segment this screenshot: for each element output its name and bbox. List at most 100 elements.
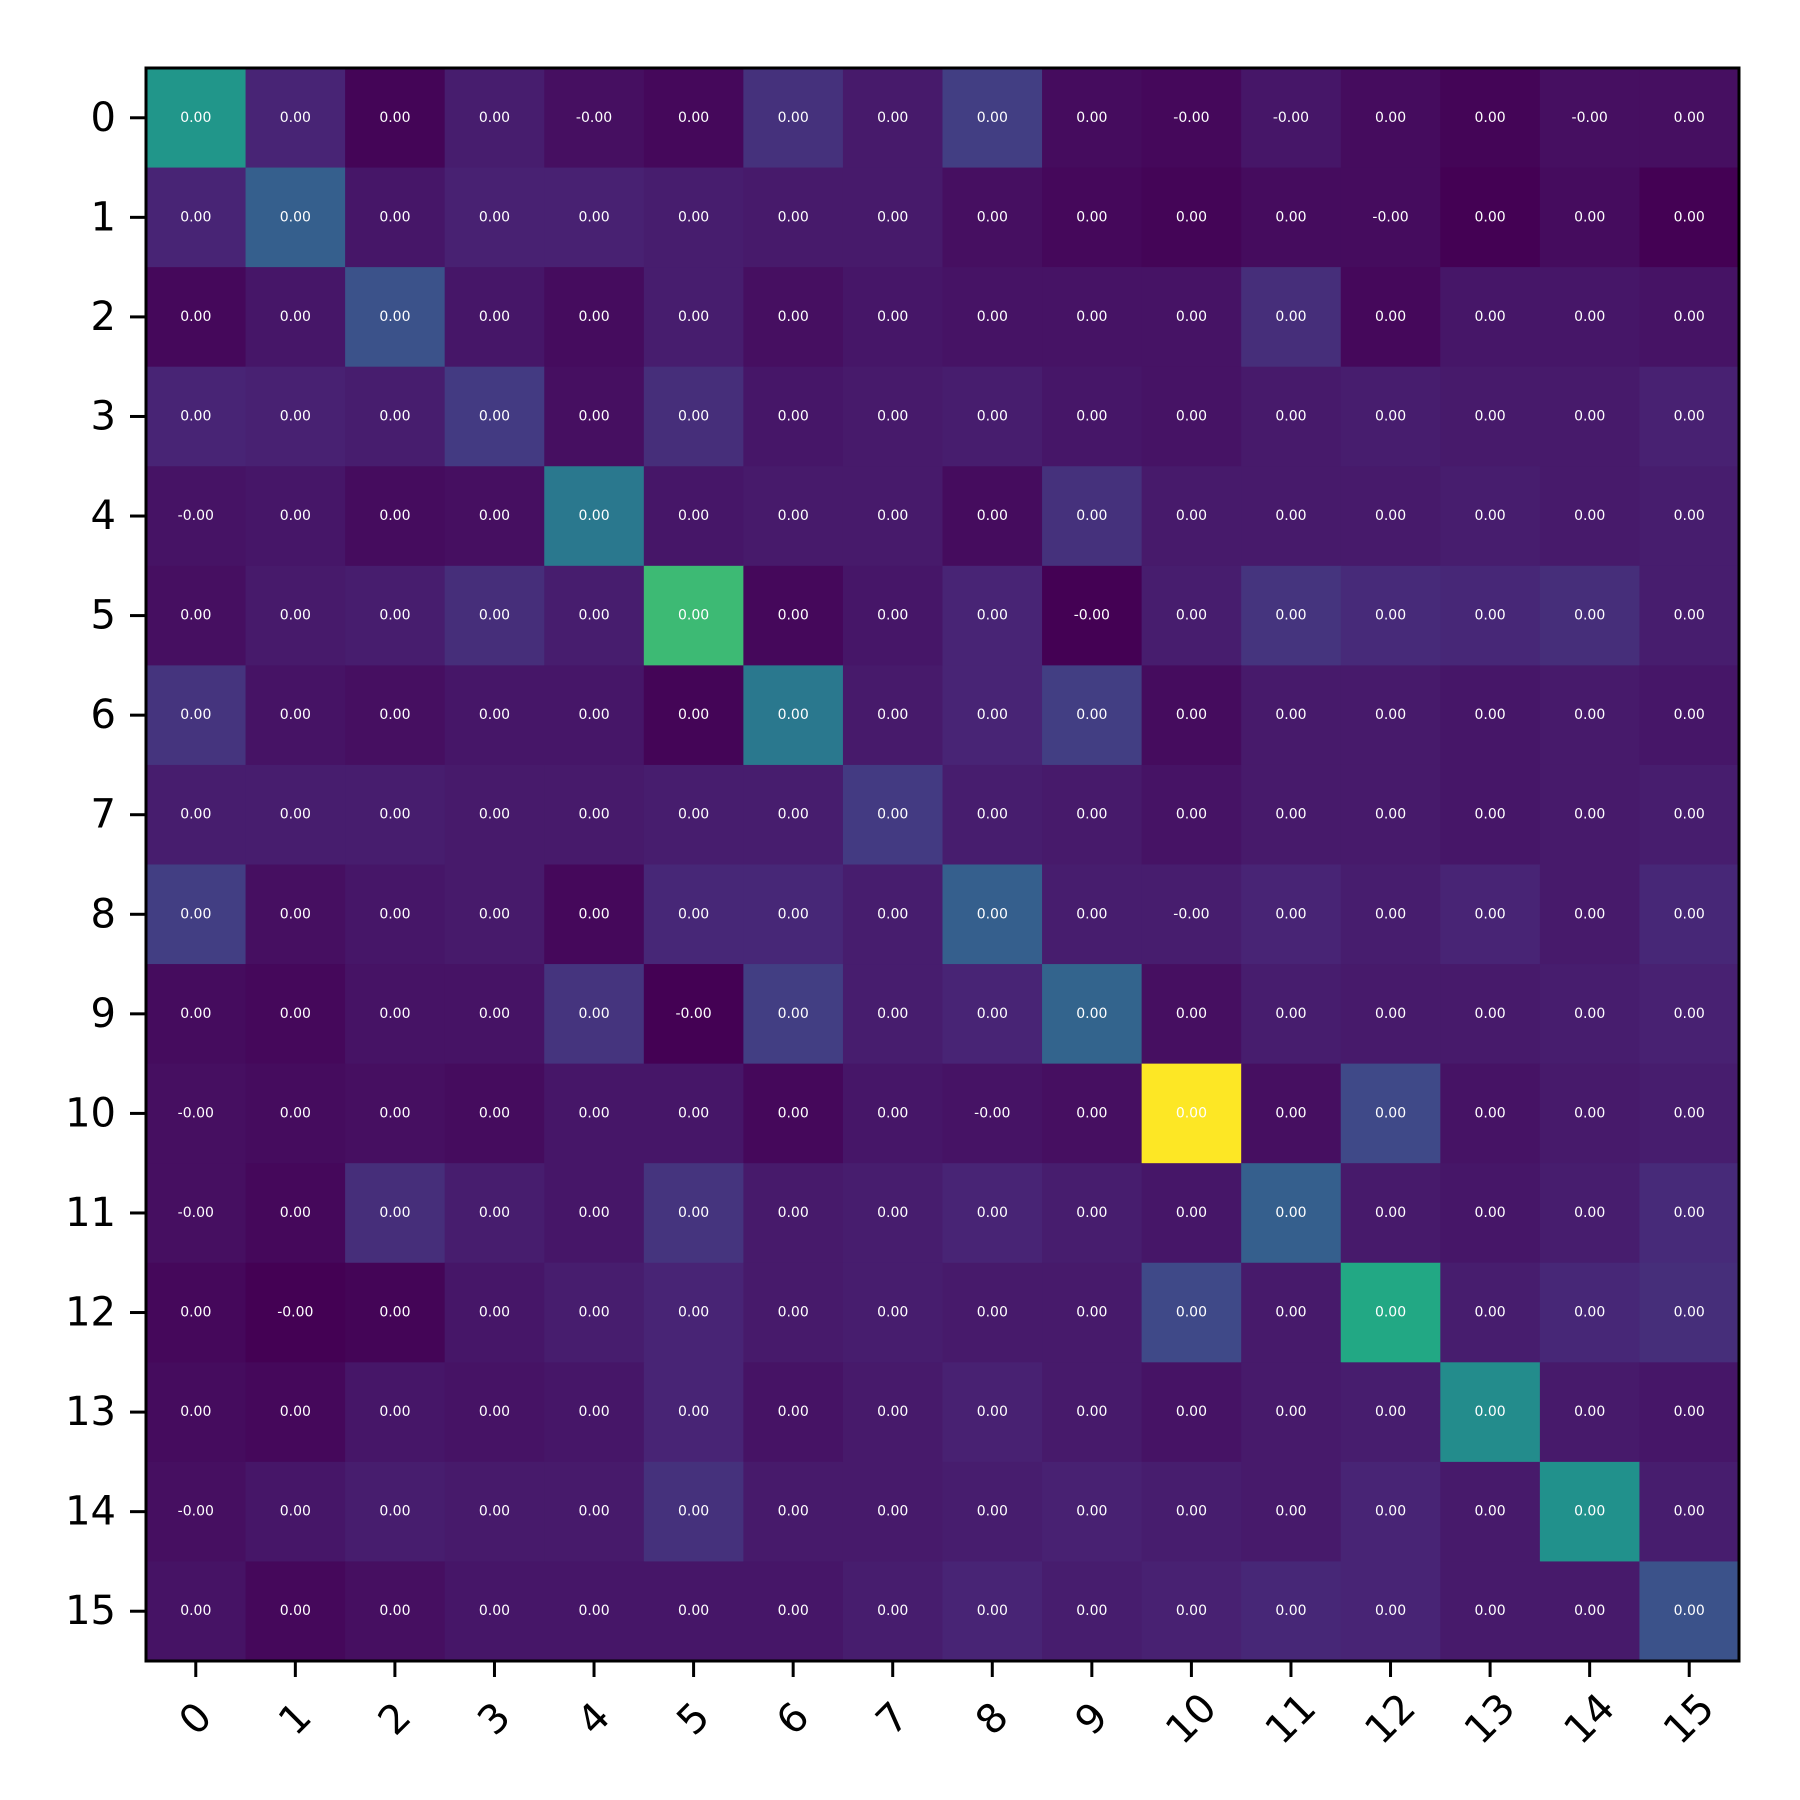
heatmap-cell-r8-c3: [444, 864, 545, 965]
heatmap-cell-r14-c5: [643, 1461, 744, 1563]
heatmap-cell-r12-c11: [1241, 1262, 1342, 1363]
cell-value-label: 0.00: [578, 707, 609, 723]
heatmap-cell-r7-c1: [245, 764, 346, 866]
cell-value-label: 0.00: [778, 608, 809, 624]
cell-value-label: -0.00: [1173, 110, 1209, 126]
heatmap-cell-r13-c10: [1141, 1362, 1242, 1463]
cell-value-label: 0.00: [678, 309, 709, 325]
cell-value-label: 0.00: [1674, 807, 1705, 823]
cell-value-label: 0.00: [678, 408, 709, 424]
heatmap-cell-r1-c6: [743, 167, 844, 268]
heatmap-cell-r15-c14: [1539, 1561, 1641, 1662]
heatmap-cell-r4-c6: [743, 466, 844, 567]
cell-value-label: 0.00: [1475, 408, 1506, 424]
heatmap-cell-r0-c6: [743, 68, 844, 169]
heatmap-cell-r13-c8: [942, 1362, 1043, 1463]
cell-value-label: 0.00: [1475, 707, 1506, 723]
cell-value-label: 0.00: [1674, 1105, 1705, 1121]
heatmap-cell-r7-c9: [1042, 764, 1143, 866]
heatmap-cell-r11-c1: [245, 1163, 346, 1264]
heatmap-cell-r4-c7: [842, 466, 944, 567]
heatmap-cell-r5-c15: [1639, 565, 1740, 666]
cell-value-label: 0.00: [578, 1603, 609, 1619]
cell-value-label: 0.00: [1375, 408, 1406, 424]
heatmap-cell-r2-c0: [146, 267, 247, 368]
cell-value-label: 0.00: [1475, 209, 1506, 225]
heatmap-cell-r9-c15: [1639, 964, 1740, 1065]
heatmap-cell-r10-c15: [1639, 1063, 1740, 1164]
heatmap-cell-r13-c3: [444, 1362, 545, 1463]
cell-value-label: -0.00: [1372, 209, 1408, 225]
cell-value-label: 0.00: [678, 1603, 709, 1619]
cell-value-label: 0.00: [977, 1006, 1008, 1022]
cell-value-label: 0.00: [1375, 1006, 1406, 1022]
cell-value-label: 0.00: [778, 1105, 809, 1121]
cell-value-label: 0.00: [280, 608, 311, 624]
x-tick-label: 3: [469, 1694, 520, 1745]
heatmap-cell-r6-c3: [444, 665, 545, 766]
cell-value-label: 0.00: [280, 1205, 311, 1221]
cell-value-label: 0.00: [379, 1006, 410, 1022]
cell-value-label: 0.00: [1674, 1305, 1705, 1321]
cell-value-label: -0.00: [1273, 110, 1309, 126]
cell-value-label: 0.00: [877, 309, 908, 325]
cell-value-label: 0.00: [1275, 906, 1306, 922]
cell-value-label: 0.00: [1475, 110, 1506, 126]
cell-value-label: 0.00: [1076, 707, 1107, 723]
heatmap-cell-r15-c7: [842, 1561, 944, 1662]
heatmap-cell-r12-c1: [245, 1262, 346, 1363]
cell-value-label: 0.00: [180, 408, 211, 424]
cell-value-label: 0.00: [678, 1205, 709, 1221]
heatmap-cell-r12-c3: [444, 1262, 545, 1363]
heatmap-cell-r3-c8: [942, 366, 1043, 467]
heatmap-cell-r15-c3: [444, 1561, 545, 1662]
heatmap-cell-r9-c14: [1539, 964, 1641, 1065]
heatmap-cell-r9-c5: [643, 964, 744, 1065]
heatmap-cell-r0-c13: [1440, 68, 1541, 169]
heatmap-cell-r0-c10: [1141, 68, 1242, 169]
heatmap-cell-r9-c2: [345, 964, 446, 1065]
cell-value-labels: 0.00 0.00 0.00 0.00 -0.00 0.00 0.00 0.00 0.00 0.0…: [178, 110, 1705, 1619]
cell-value-label: 0.00: [1176, 309, 1207, 325]
heatmap-cell-r6-c0: [146, 665, 247, 766]
heatmap-cell-r15-c4: [544, 1561, 645, 1662]
cell-value-label: 0.00: [379, 1205, 410, 1221]
heatmap-cell-r8-c8: [942, 864, 1043, 965]
cell-value-label: 0.00: [1475, 608, 1506, 624]
cell-value-label: 0.00: [379, 1504, 410, 1520]
heatmap-cell-r14-c15: [1639, 1461, 1740, 1563]
heatmap-cell-r2-c14: [1539, 267, 1641, 368]
heatmap-cell-r1-c15: [1639, 167, 1740, 268]
heatmap-cell-r8-c9: [1042, 864, 1143, 965]
heatmap-cell-r13-c15: [1639, 1362, 1740, 1463]
x-tick-label: 1: [270, 1694, 321, 1745]
cell-value-label: 0.00: [678, 110, 709, 126]
heatmap-cell-r12-c0: [146, 1262, 247, 1363]
cell-value-label: 0.00: [1275, 807, 1306, 823]
cell-value-label: 0.00: [1475, 1504, 1506, 1520]
x-tick-label: 14: [1555, 1685, 1624, 1754]
cell-value-label: 0.00: [379, 508, 410, 524]
heatmap-cell-r5-c2: [345, 565, 446, 666]
cell-value-label: 0.00: [1475, 906, 1506, 922]
heatmap-cell-r6-c13: [1440, 665, 1541, 766]
x-tick-label: 10: [1157, 1685, 1226, 1754]
cell-value-label: 0.00: [678, 1504, 709, 1520]
cell-value-label: -0.00: [675, 1006, 711, 1022]
heatmap-cell-r14-c2: [345, 1461, 446, 1563]
y-tick-label: 8: [91, 891, 116, 937]
cell-value-label: 0.00: [778, 906, 809, 922]
cell-value-label: 0.00: [578, 309, 609, 325]
cell-value-label: 0.00: [479, 1006, 510, 1022]
heatmap-cell-r1-c0: [146, 167, 247, 268]
cell-value-label: 0.00: [379, 110, 410, 126]
cell-value-label: 0.00: [379, 707, 410, 723]
cell-value-label: 0.00: [379, 608, 410, 624]
heatmap-cell-r15-c9: [1042, 1561, 1143, 1662]
cell-value-label: 0.00: [1176, 408, 1207, 424]
heatmap-cell-r8-c6: [743, 864, 844, 965]
cell-value-label: 0.00: [479, 110, 510, 126]
heatmap-cell-r3-c7: [842, 366, 944, 467]
heatmap-cell-r0-c12: [1340, 68, 1441, 169]
